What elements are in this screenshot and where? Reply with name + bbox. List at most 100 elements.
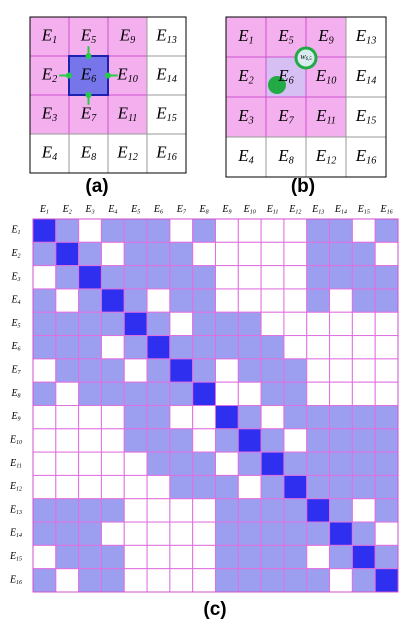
- cell-label: E1: [237, 26, 253, 47]
- matrix-cell: [32, 521, 57, 546]
- label-sub: 12: [16, 487, 22, 493]
- label-base: E: [355, 66, 367, 85]
- grid-cell: [146, 133, 187, 174]
- label-sub: 1: [249, 36, 254, 47]
- matrix-cell: [78, 241, 102, 267]
- label-base: E: [315, 146, 327, 165]
- label-base: E: [334, 204, 341, 215]
- matrix-cell: [237, 568, 262, 593]
- matrix-cell: [260, 521, 285, 546]
- matrix-cell: [260, 218, 285, 243]
- matrix-cell: [283, 544, 308, 570]
- label-sub: 15: [364, 210, 370, 216]
- matrix-cell: [237, 218, 262, 243]
- matrix-cell: [123, 498, 148, 523]
- matrix-cell: [215, 241, 239, 267]
- matrix-cell: [123, 241, 148, 267]
- column-label: E11: [266, 204, 279, 216]
- matrix-cell: [78, 218, 102, 243]
- matrix-cell: [351, 474, 376, 500]
- matrix-cell: [260, 544, 285, 570]
- row-label: E6: [10, 342, 20, 354]
- matrix-cell: [374, 218, 399, 243]
- matrix-cell: [78, 265, 102, 290]
- cell-label: E10: [116, 64, 138, 85]
- grid-border: [29, 16, 187, 174]
- label-base: E: [10, 411, 17, 422]
- matrix-cell: [55, 265, 80, 290]
- matrix-cell: [351, 265, 376, 290]
- cell-label: E12: [116, 142, 138, 163]
- matrix-cell: [306, 288, 331, 313]
- matrix-cell: [55, 474, 80, 500]
- matrix-cell: [192, 451, 216, 476]
- cell-label: E12: [315, 146, 337, 167]
- label-sub: 8: [206, 210, 209, 216]
- matrix-cell: [78, 311, 102, 337]
- matrix-cell: [329, 451, 353, 476]
- label-base: E: [380, 204, 387, 215]
- cell-label: E8: [80, 142, 96, 163]
- label-base: E: [9, 551, 16, 562]
- matrix-cell: [351, 405, 376, 430]
- row-label: E14: [9, 528, 22, 540]
- matrix-cell: [78, 288, 102, 313]
- grid-cell: [305, 96, 347, 138]
- matrix-cell: [283, 568, 308, 593]
- matrix-cell: [215, 218, 239, 243]
- matrix-cell: [123, 358, 148, 383]
- matrix-cell: [32, 405, 57, 430]
- matrix-cell: [329, 498, 353, 523]
- arrow-dot: [85, 92, 92, 98]
- matrix-cell: [215, 544, 239, 570]
- matrix-cell: [374, 521, 399, 546]
- label-sub: 4: [18, 299, 21, 306]
- matrix-cell: [123, 568, 148, 593]
- label-sub: 2: [52, 74, 57, 85]
- matrix-cell: [374, 498, 399, 523]
- label-sub: 6: [91, 74, 97, 85]
- label-sub: 2: [69, 210, 72, 216]
- cell-label: E3: [41, 103, 57, 124]
- matrix-cell: [237, 498, 262, 523]
- label-base: E: [10, 272, 17, 283]
- label-sub: 11: [273, 210, 279, 216]
- matrix-cell: [374, 474, 399, 500]
- label-sub: 5: [289, 36, 294, 47]
- grid-cell: [225, 136, 267, 178]
- cell-label: E14: [355, 66, 377, 87]
- label-sub: 14: [16, 533, 22, 540]
- matrix-cell: [78, 474, 102, 500]
- matrix-cell: [374, 451, 399, 476]
- label-base: E: [155, 142, 167, 161]
- cell-label: E14: [155, 64, 177, 85]
- matrix-cell: [123, 265, 148, 290]
- matrix-cell: [260, 498, 285, 523]
- label-base: E: [155, 25, 167, 44]
- matrix-cell: [329, 381, 353, 406]
- matrix-cell: [55, 544, 80, 570]
- matrix-cell: [329, 265, 353, 290]
- cell-label: E8: [277, 146, 293, 167]
- matrix-cell: [192, 381, 216, 406]
- cell-label: E13: [155, 25, 177, 46]
- matrix-cell: [100, 498, 125, 523]
- matrix-cell: [237, 241, 262, 267]
- matrix-cell: [100, 428, 125, 453]
- matrix-cell: [169, 498, 194, 523]
- matrix-cell: [306, 381, 331, 406]
- matrix-cell: [123, 335, 148, 360]
- matrix-cell: [123, 521, 148, 546]
- label-base: E: [176, 204, 183, 215]
- cell-label: E15: [355, 106, 377, 127]
- matrix-cell: [32, 428, 57, 453]
- matrix-cell: [192, 218, 216, 243]
- label-base: E: [9, 458, 16, 469]
- matrix-cell: [329, 568, 353, 593]
- matrix-cell: [329, 428, 353, 453]
- label-sub: 10: [326, 76, 336, 87]
- matrix-cell: [123, 218, 148, 243]
- matrix-cell: [306, 451, 331, 476]
- label-base: E: [237, 106, 249, 125]
- matrix-cell: [351, 451, 376, 476]
